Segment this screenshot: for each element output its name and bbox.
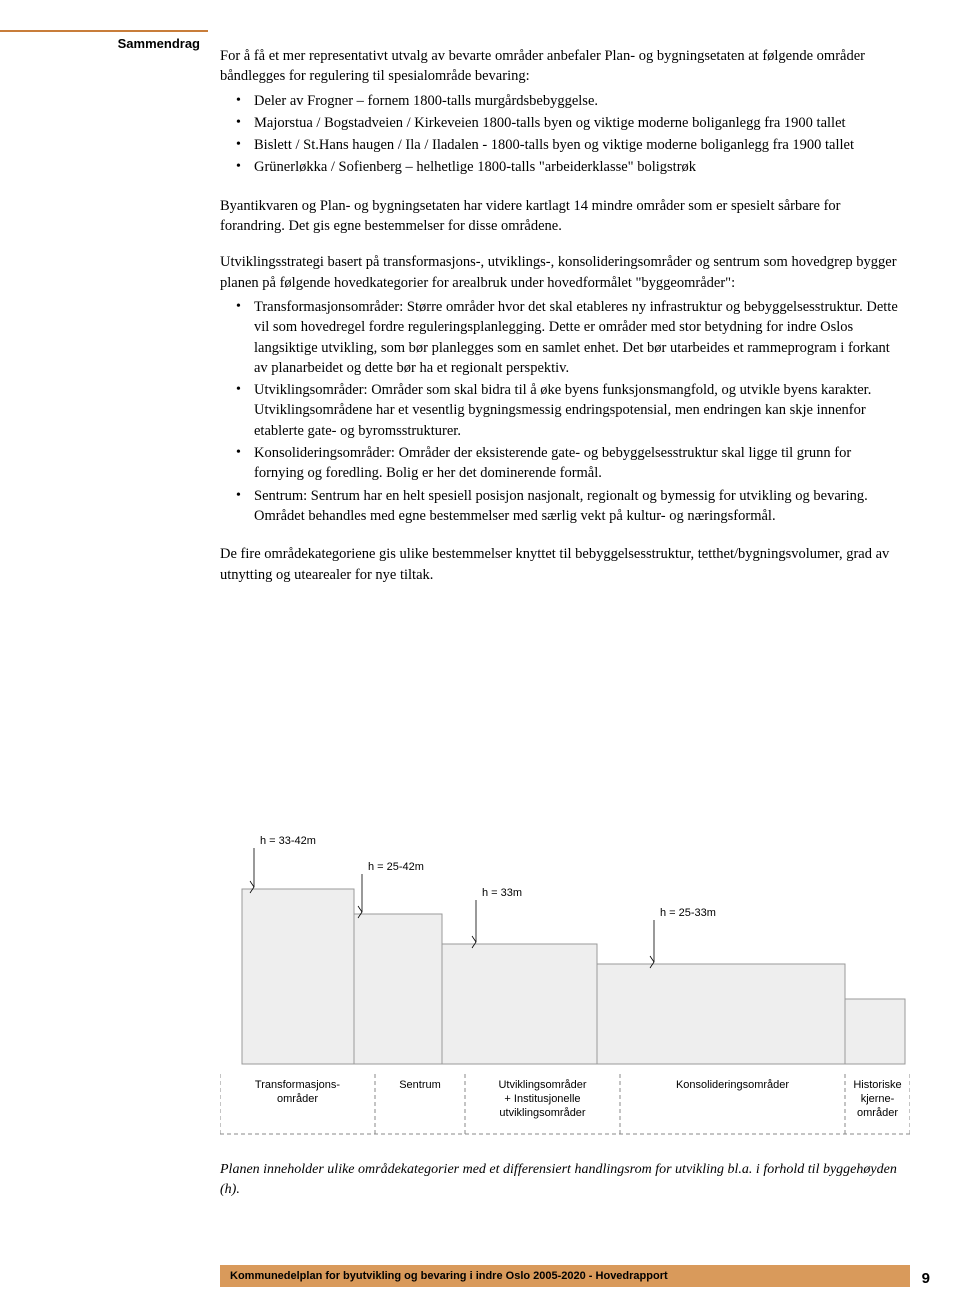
svg-text:h = 33-42m: h = 33-42m <box>260 835 316 847</box>
svg-text:områder: områder <box>277 1093 318 1105</box>
svg-text:Sentrum: Sentrum <box>399 1079 441 1091</box>
svg-text:h = 25-33m: h = 25-33m <box>660 907 716 919</box>
footer-text: Kommunedelplan for byutvikling og bevari… <box>230 1270 668 1282</box>
strategi-list: Transformasjonsområder: Større områder h… <box>220 297 900 526</box>
spesialomrade-list: Deler av Frogner – fornem 1800-talls mur… <box>220 91 900 178</box>
list-item: Grünerløkka / Sofienberg – helhetlige 18… <box>254 157 900 177</box>
list-item: Utviklingsområder: Områder som skal bidr… <box>254 380 900 441</box>
body-content: For å få et mer representativt utvalg av… <box>220 46 900 589</box>
para-4: De fire områdekategoriene gis ulike best… <box>220 544 900 585</box>
svg-text:Transformasjons-: Transformasjons- <box>255 1079 341 1091</box>
list-item: Transformasjonsområder: Større områder h… <box>254 297 900 378</box>
footer-bar: Kommunedelplan for byutvikling og bevari… <box>220 1265 910 1287</box>
svg-text:h = 33m: h = 33m <box>482 887 522 899</box>
list-item: Konsolideringsområder: Områder der eksis… <box>254 443 900 484</box>
page-number: 9 <box>922 1270 930 1287</box>
svg-text:h = 25-42m: h = 25-42m <box>368 861 424 873</box>
list-item: Majorstua / Bogstadveien / Kirkeveien 18… <box>254 113 900 133</box>
margin-section-title: Sammendrag <box>0 30 208 51</box>
svg-text:områder: områder <box>857 1107 898 1119</box>
svg-text:utviklingsområder: utviklingsområder <box>499 1107 586 1119</box>
svg-text:Historiske: Historiske <box>853 1079 901 1091</box>
svg-text:+ Institusjonelle: + Institusjonelle <box>504 1093 580 1105</box>
para-3: Utviklingsstrategi basert på transformas… <box>220 252 900 293</box>
list-item: Sentrum: Sentrum har en helt spesiell po… <box>254 486 900 527</box>
svg-text:Utviklingsområder: Utviklingsområder <box>498 1079 586 1091</box>
margin-title-text: Sammendrag <box>118 36 200 51</box>
para-2: Byantikvaren og Plan- og bygningsetaten … <box>220 196 900 237</box>
svg-text:Konsolideringsområder: Konsolideringsområder <box>676 1079 789 1091</box>
svg-text:kjerne-: kjerne- <box>861 1093 895 1105</box>
list-item: Bislett / St.Hans haugen / Ila / Iladale… <box>254 135 900 155</box>
height-diagram: h = 33-42m h = 25-42m h = 33m h = 25-33m Tra… <box>220 824 910 1154</box>
list-item: Deler av Frogner – fornem 1800-talls mur… <box>254 91 900 111</box>
diagram-caption: Planen inneholder ulike områdekategorier… <box>220 1160 900 1199</box>
intro-paragraph: For å få et mer representativt utvalg av… <box>220 46 900 87</box>
